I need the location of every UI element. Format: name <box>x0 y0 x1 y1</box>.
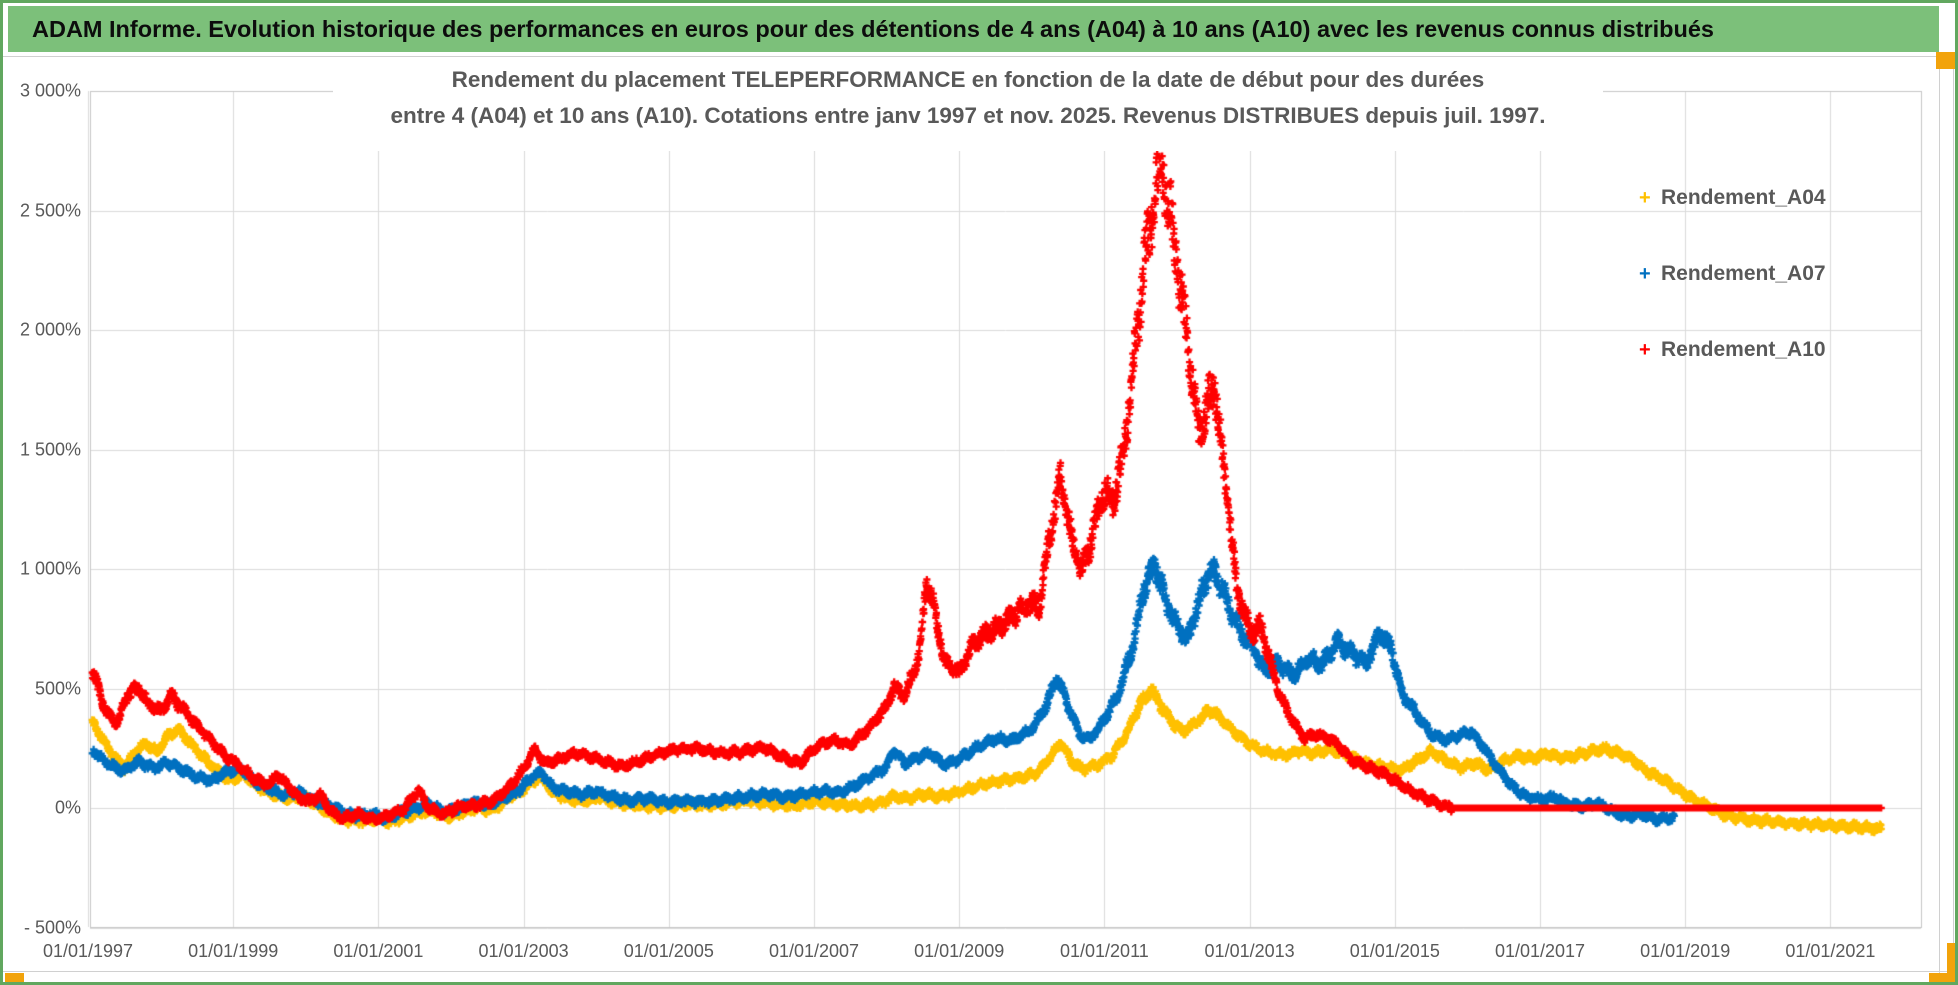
y-tick-label: 1 000% <box>19 558 81 579</box>
x-tick-label: 01/01/2021 <box>1785 941 1876 961</box>
x-tick-label: 01/01/1999 <box>188 941 279 961</box>
chart-title-line2: entre 4 (A04) et 10 ans (A10). Cotations… <box>390 103 1546 128</box>
y-tick-label: 500% <box>34 678 81 698</box>
y-tick-label: 2 500% <box>19 200 81 220</box>
legend-label: Rendement_A10 <box>1661 338 1826 361</box>
x-tick-label: 01/01/2017 <box>1494 941 1586 961</box>
y-tick-label: 2 000% <box>19 319 81 340</box>
x-tick-label: 01/01/2007 <box>768 941 860 961</box>
legend-item-a04[interactable]: + Rendement_A04 <box>1639 181 1826 215</box>
y-tick-label: 1 500% <box>19 439 81 459</box>
x-tick-label: 01/01/2005 <box>623 941 714 961</box>
x-tick-label: 01/01/2009 <box>914 941 1005 961</box>
legend-item-a10[interactable]: + Rendement_A10 <box>1639 333 1826 367</box>
y-tick-label: - 500% <box>23 917 81 937</box>
plus-icon: + <box>1639 339 1651 361</box>
x-tick-label: 01/01/2003 <box>478 941 569 961</box>
legend-item-a07[interactable]: + Rendement_A07 <box>1639 257 1826 291</box>
x-tick-label: 01/01/2015 <box>1349 941 1440 961</box>
plus-icon: + <box>1639 187 1651 209</box>
y-tick-label: 0% <box>54 797 81 818</box>
legend-label: Rendement_A07 <box>1661 262 1826 285</box>
x-tick-label: 01/01/2001 <box>333 941 424 961</box>
x-tick-label: 01/01/2011 <box>1060 941 1149 961</box>
row-divider-bottom-2 <box>3 983 1958 984</box>
x-tick-label: 01/01/1997 <box>42 941 134 961</box>
chart-legend: + Rendement_A04 + Rendement_A07 + Rendem… <box>1639 181 1826 409</box>
plus-icon: + <box>1639 263 1651 285</box>
chart-plot-area[interactable] <box>3 3 1955 982</box>
chart-title: Rendement du placement TELEPERFORMANCE e… <box>333 59 1603 151</box>
y-tick-label: 3 000% <box>19 80 81 101</box>
legend-label: Rendement_A04 <box>1661 186 1826 209</box>
chart-title-line1: Rendement du placement TELEPERFORMANCE e… <box>451 67 1485 92</box>
x-tick-label: 01/01/2019 <box>1640 941 1731 961</box>
x-tick-label: 01/01/2013 <box>1204 941 1295 961</box>
